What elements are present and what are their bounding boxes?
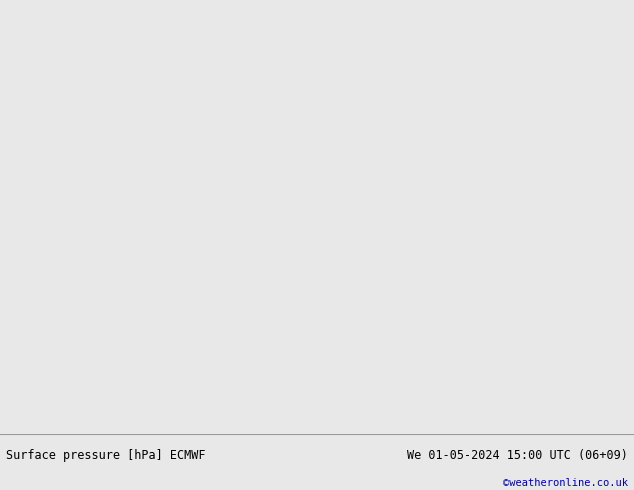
Text: ©weatheronline.co.uk: ©weatheronline.co.uk — [503, 478, 628, 488]
Text: We 01-05-2024 15:00 UTC (06+09): We 01-05-2024 15:00 UTC (06+09) — [407, 448, 628, 462]
Text: Surface pressure [hPa] ECMWF: Surface pressure [hPa] ECMWF — [6, 448, 206, 462]
